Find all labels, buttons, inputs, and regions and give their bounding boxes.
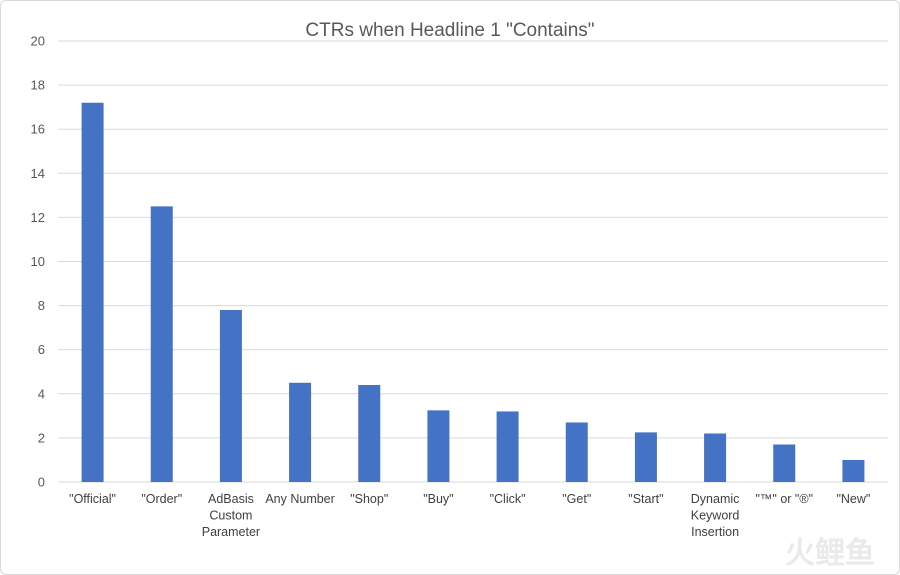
x-tick-label: "Start" <box>628 492 663 506</box>
x-tick-label-line: Custom <box>209 509 252 523</box>
bar <box>427 410 450 482</box>
x-tick-label: "New" <box>836 492 870 506</box>
x-tick-label-line: "Click" <box>490 492 526 506</box>
x-tick-label: "Click" <box>490 492 526 506</box>
x-tick-label-line: "Get" <box>562 492 591 506</box>
x-tick-label: Dynamic Keyword Insertion <box>691 492 740 539</box>
y-axis-ticks: 0 2 4 6 8 10 12 14 16 18 20 <box>31 34 45 490</box>
bar <box>219 310 242 482</box>
bar <box>565 422 588 482</box>
gridlines <box>58 40 888 483</box>
x-tick-label-line: "New" <box>836 492 870 506</box>
bar <box>81 102 104 483</box>
x-tick-label: Any Number <box>265 492 334 506</box>
watermark-logo: 火鲤鱼 <box>785 536 875 571</box>
x-tick-label: "Get" <box>562 492 591 506</box>
y-tick-label: 6 <box>38 342 45 357</box>
x-axis-ticks: "Official" "Order" AdBasis Custom ParameterA… <box>69 492 870 539</box>
x-tick-label: "Buy" <box>423 492 453 506</box>
bar <box>842 459 865 482</box>
y-tick-label: 4 <box>38 386 45 401</box>
bar <box>704 433 727 482</box>
watermark-text: 火鲤鱼 <box>785 536 875 571</box>
x-tick-label-line: AdBasis <box>208 492 254 506</box>
x-tick-label-line: "Start" <box>628 492 663 506</box>
x-tick-label-line: "Shop" <box>350 492 388 506</box>
bar <box>289 382 312 482</box>
y-tick-label: 18 <box>31 78 45 93</box>
bar <box>358 384 381 482</box>
x-tick-label-line: "™" or "®" <box>755 492 813 506</box>
x-tick-label-line: "Buy" <box>423 492 453 506</box>
y-tick-label: 2 <box>38 430 45 445</box>
y-tick-label: 8 <box>38 298 45 313</box>
y-tick-label: 16 <box>31 122 45 137</box>
x-tick-label: AdBasis Custom Parameter <box>202 492 260 539</box>
x-tick-label-line: Keyword <box>691 509 740 523</box>
y-tick-label: 14 <box>31 166 45 181</box>
x-tick-label-line: Dynamic <box>691 492 740 506</box>
bar <box>150 206 173 482</box>
bar <box>634 432 657 482</box>
y-tick-label: 20 <box>31 34 45 49</box>
x-tick-label-line: Parameter <box>202 525 260 539</box>
y-tick-label: 12 <box>31 210 45 225</box>
bar <box>773 444 796 482</box>
x-tick-label: "™" or "®" <box>755 492 813 506</box>
x-tick-label-line: "Order" <box>141 492 182 506</box>
x-tick-label: "Shop" <box>350 492 388 506</box>
x-tick-label: "Official" <box>69 492 116 506</box>
x-tick-label-line: Any Number <box>265 492 334 506</box>
x-tick-label-line: Insertion <box>691 525 739 539</box>
y-tick-label: 0 <box>38 475 45 490</box>
y-tick-label: 10 <box>31 254 45 269</box>
x-tick-label: "Order" <box>141 492 182 506</box>
chart-title: CTRs when Headline 1 "Contains" <box>305 20 594 41</box>
x-tick-label-line: "Official" <box>69 492 116 506</box>
bar <box>496 411 519 482</box>
bars <box>81 102 865 483</box>
